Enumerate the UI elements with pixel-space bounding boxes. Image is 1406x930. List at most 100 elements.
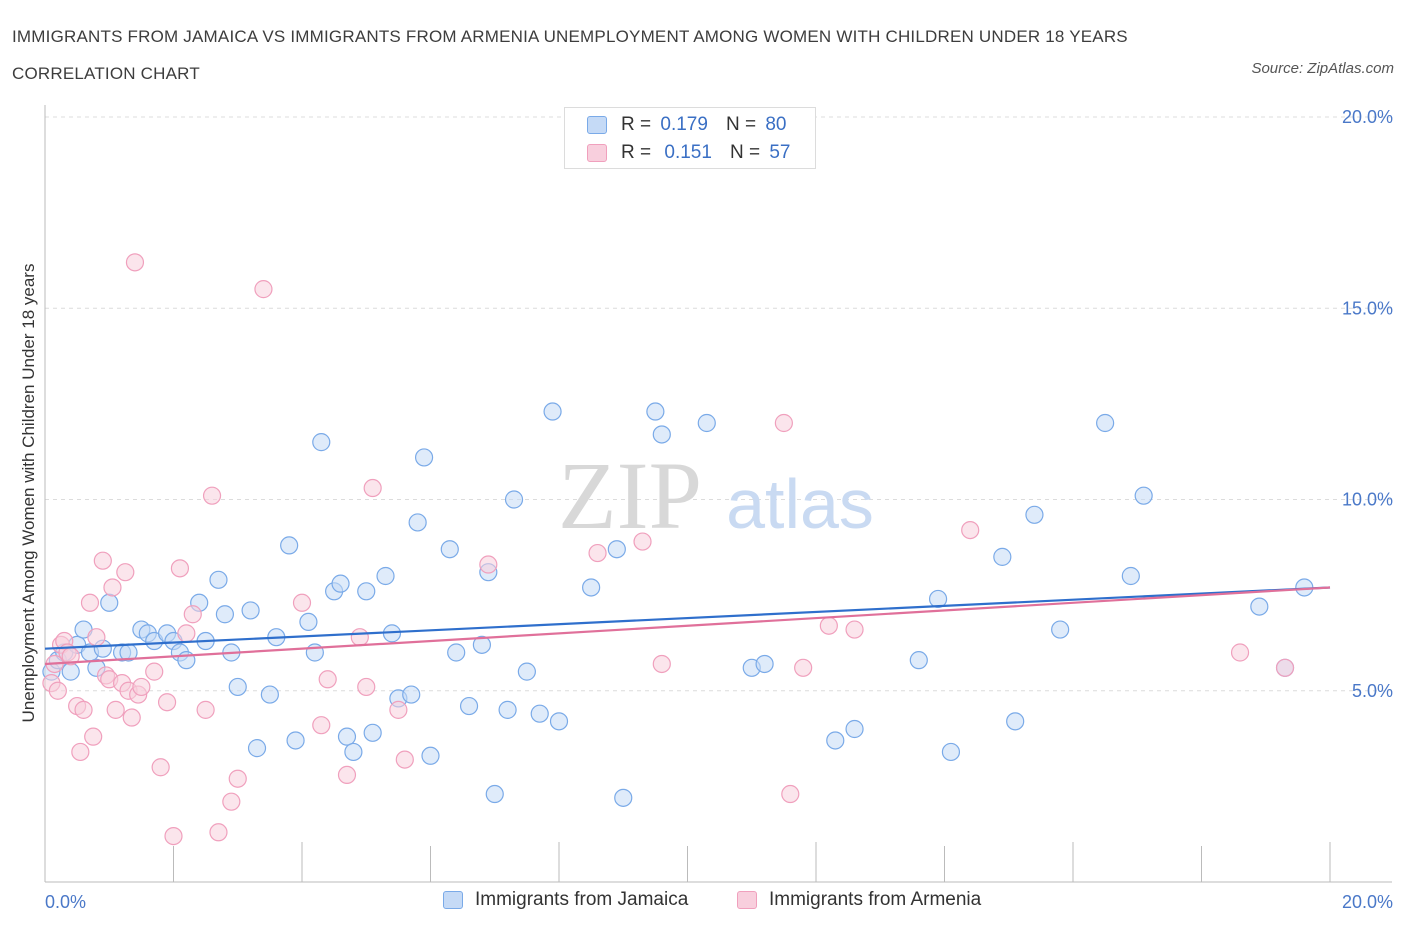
point-armenia	[71, 742, 90, 762]
legend-n-value: 57	[769, 142, 791, 163]
legend-swatch-jamaica	[587, 116, 607, 134]
point-armenia	[84, 727, 103, 746]
point-jamaica	[543, 402, 562, 421]
point-armenia	[151, 758, 170, 777]
point-jamaica	[607, 540, 626, 559]
point-jamaica	[941, 742, 961, 762]
point-jamaica	[61, 662, 80, 681]
point-jamaica	[582, 578, 601, 597]
legend-item-jamaica[interactable]: Immigrants from Jamaica	[443, 889, 688, 911]
point-armenia	[633, 532, 652, 551]
legend-r-label: R =	[621, 142, 652, 163]
point-jamaica	[485, 784, 504, 804]
point-armenia	[794, 658, 813, 677]
y-tick-label: 20.0%	[1342, 107, 1393, 127]
source-label: Source: ZipAtlas.com	[1251, 60, 1394, 77]
point-jamaica	[357, 582, 376, 601]
point-jamaica	[993, 547, 1012, 566]
axes	[44, 105, 1392, 883]
legend-label-armenia: Immigrants from Armenia	[769, 889, 982, 910]
point-armenia	[93, 551, 112, 570]
point-jamaica	[363, 723, 382, 742]
point-armenia	[183, 605, 202, 624]
point-armenia	[80, 593, 100, 612]
x-tick-label: 0.0%	[45, 892, 86, 912]
point-jamaica	[247, 739, 267, 758]
legend-item-armenia[interactable]: Immigrants from Armenia	[737, 889, 981, 911]
point-armenia	[363, 478, 382, 498]
point-jamaica	[697, 413, 716, 433]
point-armenia	[116, 563, 135, 582]
y-axis-label: Unemployment Among Women with Children U…	[19, 264, 38, 723]
legend-row-jamaica: R = 0.179 N = 80	[587, 112, 786, 138]
point-armenia	[395, 750, 414, 769]
point-jamaica	[755, 654, 774, 674]
point-jamaica	[344, 742, 363, 762]
point-armenia	[106, 700, 125, 719]
point-jamaica	[440, 540, 459, 559]
point-armenia	[170, 559, 190, 578]
point-jamaica	[646, 402, 665, 421]
point-armenia	[48, 681, 67, 700]
point-armenia	[961, 520, 980, 540]
point-jamaica	[312, 433, 331, 452]
point-jamaica	[1121, 566, 1140, 586]
point-armenia	[87, 628, 106, 647]
point-jamaica	[215, 605, 234, 624]
point-jamaica	[100, 593, 119, 612]
legend-n-label: N =	[725, 114, 757, 135]
point-jamaica	[421, 746, 440, 765]
legend-row-armenia: R = 0.151 N = 57	[587, 140, 790, 166]
trend-lines	[44, 586, 1331, 666]
point-armenia	[1275, 658, 1295, 677]
watermark-atlas: atlas	[726, 465, 874, 543]
chart-title: IMMIGRANTS FROM JAMAICA VS IMMIGRANTS FR…	[12, 27, 1128, 83]
point-jamaica	[1051, 620, 1070, 639]
y-tick-label: 15.0%	[1342, 298, 1393, 318]
point-armenia	[122, 708, 141, 727]
point-armenia	[389, 700, 408, 719]
point-armenia	[254, 280, 273, 299]
point-jamaica	[299, 612, 318, 632]
legend-r-value: 0.151	[664, 142, 712, 163]
point-jamaica	[447, 643, 466, 662]
point-jamaica	[402, 685, 421, 704]
point-jamaica	[530, 704, 549, 723]
x-tick-label: 20.0%	[1342, 892, 1393, 912]
point-jamaica	[1134, 486, 1153, 505]
point-armenia	[145, 662, 164, 681]
legend-r-label: R =	[621, 114, 652, 135]
series-legend: Immigrants from Jamaica Immigrants from …	[0, 889, 1406, 915]
trend-line-armenia	[44, 586, 1331, 666]
point-jamaica	[376, 566, 395, 586]
y-tick-label: 5.0%	[1352, 681, 1393, 701]
point-armenia	[209, 823, 228, 842]
data-points	[42, 253, 1314, 846]
point-armenia	[357, 677, 376, 697]
point-armenia	[222, 792, 241, 811]
point-armenia	[125, 253, 145, 272]
point-armenia	[157, 693, 177, 712]
point-armenia	[774, 413, 793, 433]
point-armenia	[103, 578, 122, 597]
point-armenia	[1230, 643, 1250, 662]
point-jamaica	[928, 589, 948, 609]
legend-label-jamaica: Immigrants from Jamaica	[475, 889, 689, 910]
point-jamaica	[337, 727, 357, 746]
point-jamaica	[652, 425, 671, 444]
point-jamaica	[286, 731, 305, 750]
point-armenia	[781, 784, 800, 804]
point-jamaica	[408, 513, 427, 532]
point-jamaica	[228, 677, 247, 697]
point-jamaica	[826, 731, 845, 750]
point-armenia	[652, 654, 671, 674]
watermark-zip: ZIP	[558, 442, 702, 549]
point-armenia	[318, 670, 337, 689]
point-jamaica	[280, 536, 299, 555]
point-jamaica	[472, 635, 491, 654]
point-armenia	[202, 486, 222, 505]
point-armenia	[845, 620, 864, 639]
point-armenia	[228, 769, 247, 788]
point-jamaica	[1025, 505, 1044, 524]
